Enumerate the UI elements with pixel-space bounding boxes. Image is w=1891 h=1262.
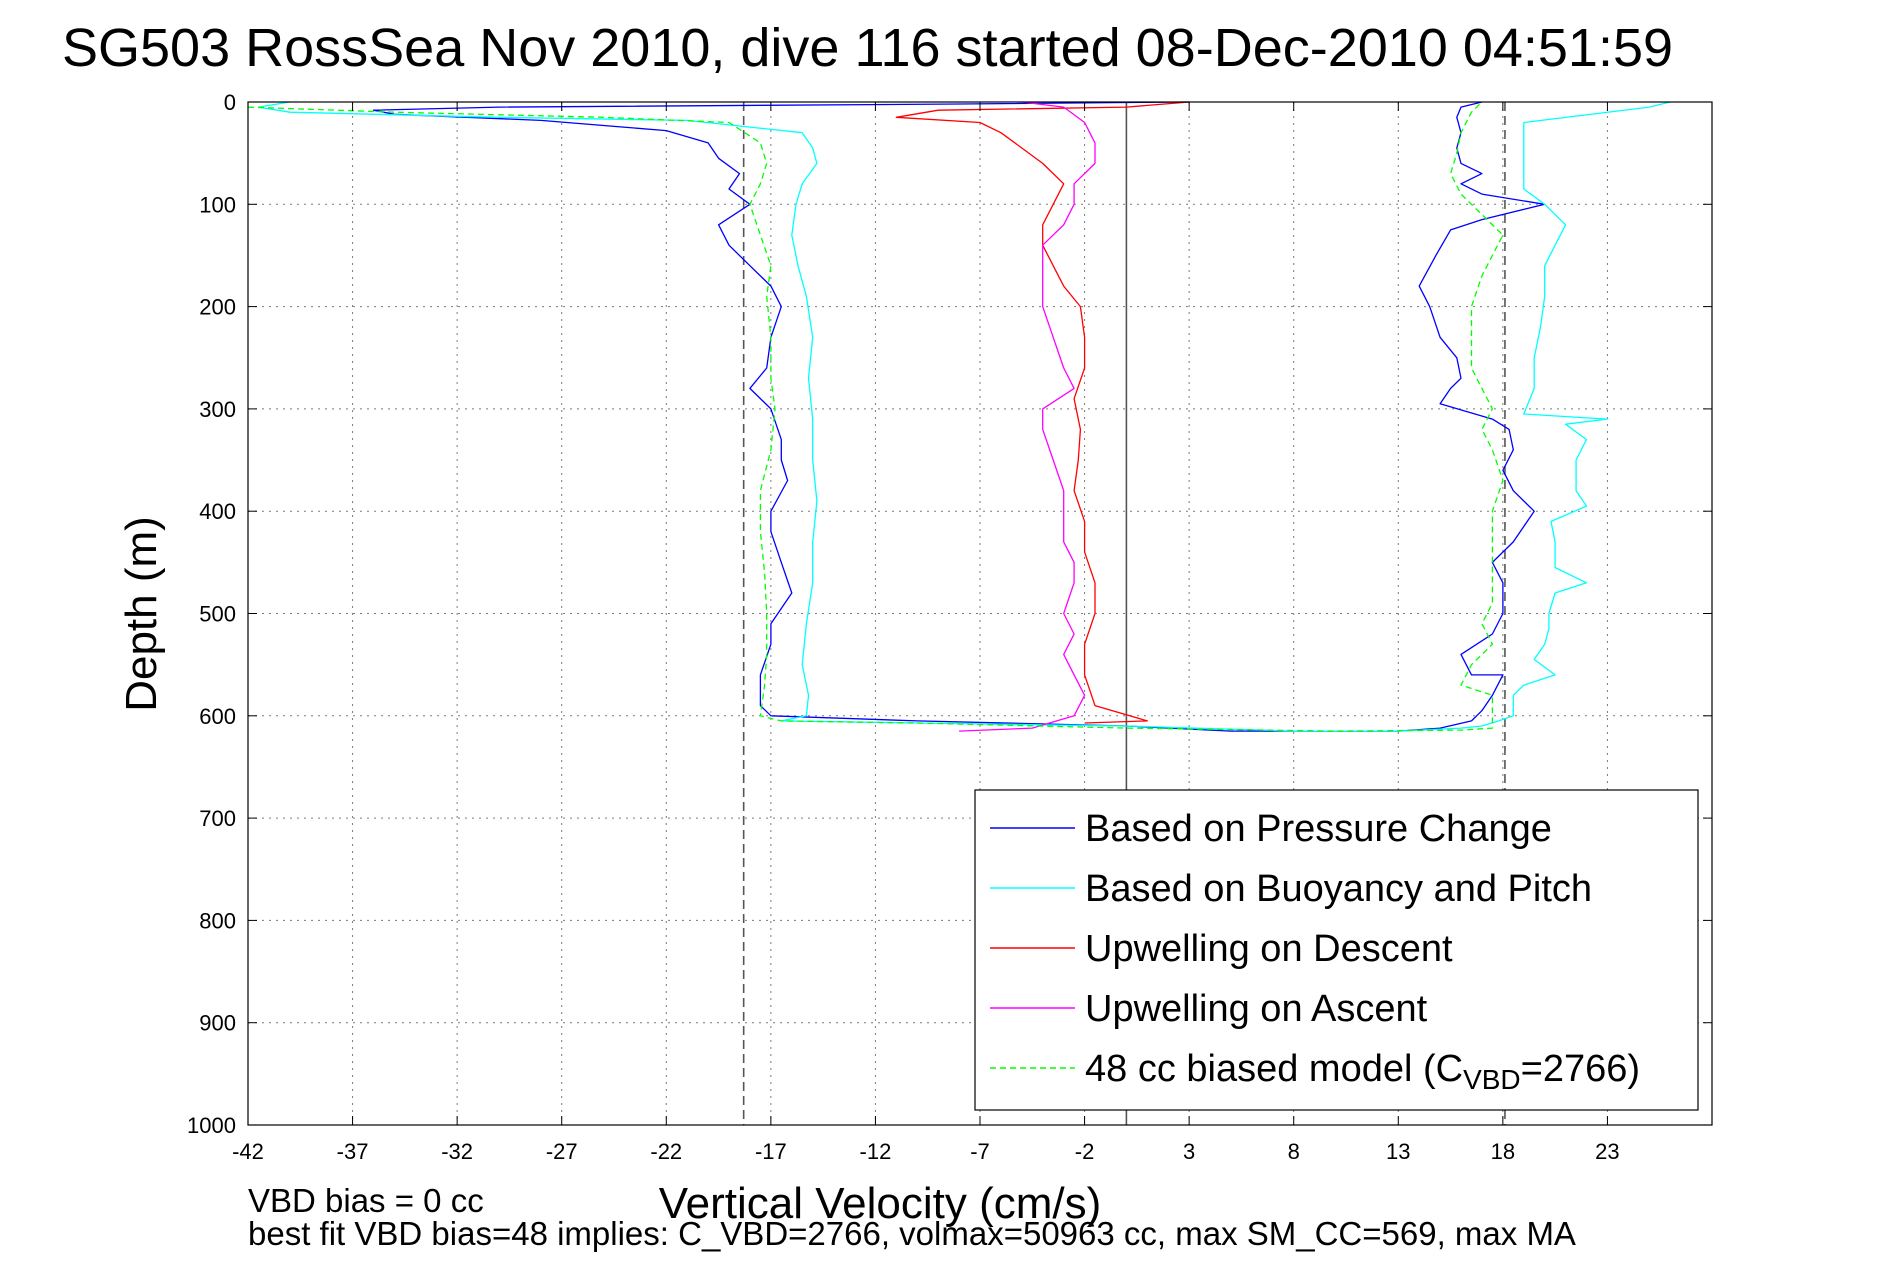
x-tick-label: -12 (860, 1139, 892, 1164)
legend: Based on Pressure Change Based on Buoyanc… (974, 789, 1699, 1111)
x-tick-label: -42 (232, 1139, 264, 1164)
y-tick-label: 500 (199, 602, 236, 627)
legend-label: Based on Buoyancy and Pitch (1085, 868, 1592, 910)
x-axis-ticks: -42 -37 -32 -27 -22 -17 -12 -7 -2 3 8 13 18 23 (232, 102, 1620, 1164)
series-line-1 (257, 101, 1671, 732)
x-tick-label: -7 (970, 1139, 990, 1164)
y-tick-label: 400 (199, 499, 236, 524)
footer-vbd-bias: VBD bias = 0 cc (248, 1182, 484, 1219)
y-axis-label: Depth (m) (117, 516, 166, 712)
y-tick-label: 900 (199, 1011, 236, 1036)
y-tick-label: 600 (199, 704, 236, 729)
x-tick-label: 13 (1386, 1139, 1410, 1164)
y-tick-label: 800 (199, 908, 236, 933)
x-tick-label: -22 (650, 1139, 682, 1164)
series-line-0 (372, 101, 1546, 732)
x-tick-label: -2 (1075, 1139, 1095, 1164)
y-tick-label: 700 (199, 806, 236, 831)
x-tick-label: -37 (337, 1139, 369, 1164)
y-tick-label: 300 (199, 397, 236, 422)
x-tick-label: -17 (755, 1139, 787, 1164)
x-tick-label: -27 (546, 1139, 578, 1164)
x-axis-label: Vertical Velocity (cm/s) (659, 1179, 1102, 1228)
y-tick-label: 100 (199, 192, 236, 217)
series-layer (247, 101, 1671, 732)
legend-label: Upwelling on Ascent (1085, 988, 1428, 1030)
x-tick-label: 23 (1595, 1139, 1619, 1164)
series-line-3 (959, 101, 1096, 732)
y-tick-label: 200 (199, 295, 236, 320)
y-tick-label: 0 (224, 90, 236, 115)
legend-box (974, 789, 1699, 1111)
x-tick-label: 18 (1491, 1139, 1515, 1164)
series-line-2 (895, 101, 1190, 724)
x-tick-label: 3 (1183, 1139, 1195, 1164)
legend-label: Based on Pressure Change (1085, 808, 1552, 850)
chart-title: SG503 RossSea Nov 2010, dive 116 started… (62, 18, 1673, 78)
x-tick-label: 8 (1288, 1139, 1300, 1164)
y-tick-label: 1000 (187, 1113, 236, 1138)
footer-best-fit: best fit VBD bias=48 implies: C_VBD=2766… (248, 1215, 1576, 1252)
series-line-4 (247, 101, 1504, 732)
y-axis-ticks: 0 100 200 300 400 500 600 700 800 900 1000 (187, 90, 1712, 1138)
legend-label: 48 cc biased model (CVBD=2766) (1085, 1048, 1640, 1095)
legend-label: Upwelling on Descent (1085, 928, 1453, 970)
x-tick-label: -32 (441, 1139, 473, 1164)
